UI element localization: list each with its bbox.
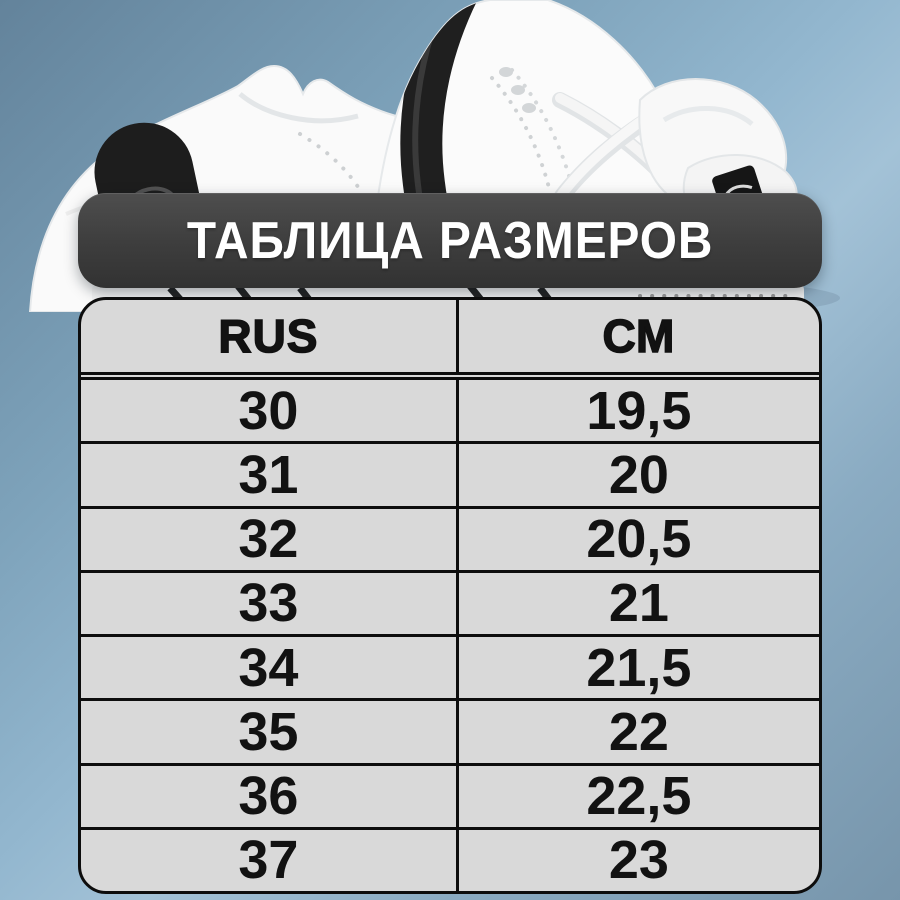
size-cm: 20 [608,444,669,505]
column-header-cm: СМ [602,310,676,362]
size-rus: 31 [81,444,459,506]
size-cm: 21 [608,573,669,634]
size-rus: 32 [81,508,459,570]
column-header-rus: RUS [81,300,459,372]
size-cm: 20,5 [586,509,692,570]
table-row: 33 21 [81,569,819,634]
page-title: ТАБЛИЦА РАЗМЕРОВ [186,211,714,270]
table-row: 35 22 [81,698,819,763]
size-cm: 21,5 [586,637,692,698]
size-rus: 37 [81,829,459,891]
title-banner: ТАБЛИЦА РАЗМЕРОВ [78,193,822,288]
perforation-dots [298,132,368,202]
table-row: 32 20,5 [81,505,819,570]
size-rus: 34 [81,637,459,699]
size-cm: 22,5 [586,766,692,827]
size-cm: 19,5 [586,380,692,441]
table-row: 30 19,5 [81,380,819,442]
size-cm: 22 [608,701,669,762]
size-rus: 36 [81,765,459,827]
size-rus: 33 [81,572,459,634]
table-row: 34 21,5 [81,634,819,699]
table-row: 31 20 [81,441,819,506]
size-table: RUS СМ 30 19,5 31 20 32 20,5 33 21 34 21… [78,297,822,894]
table-header-row: RUS СМ [81,300,819,380]
size-rus: 35 [81,701,459,763]
table-row: 37 23 [81,826,819,891]
size-cm: 23 [608,830,669,891]
table-row: 36 22,5 [81,762,819,827]
size-rus: 30 [81,380,459,442]
